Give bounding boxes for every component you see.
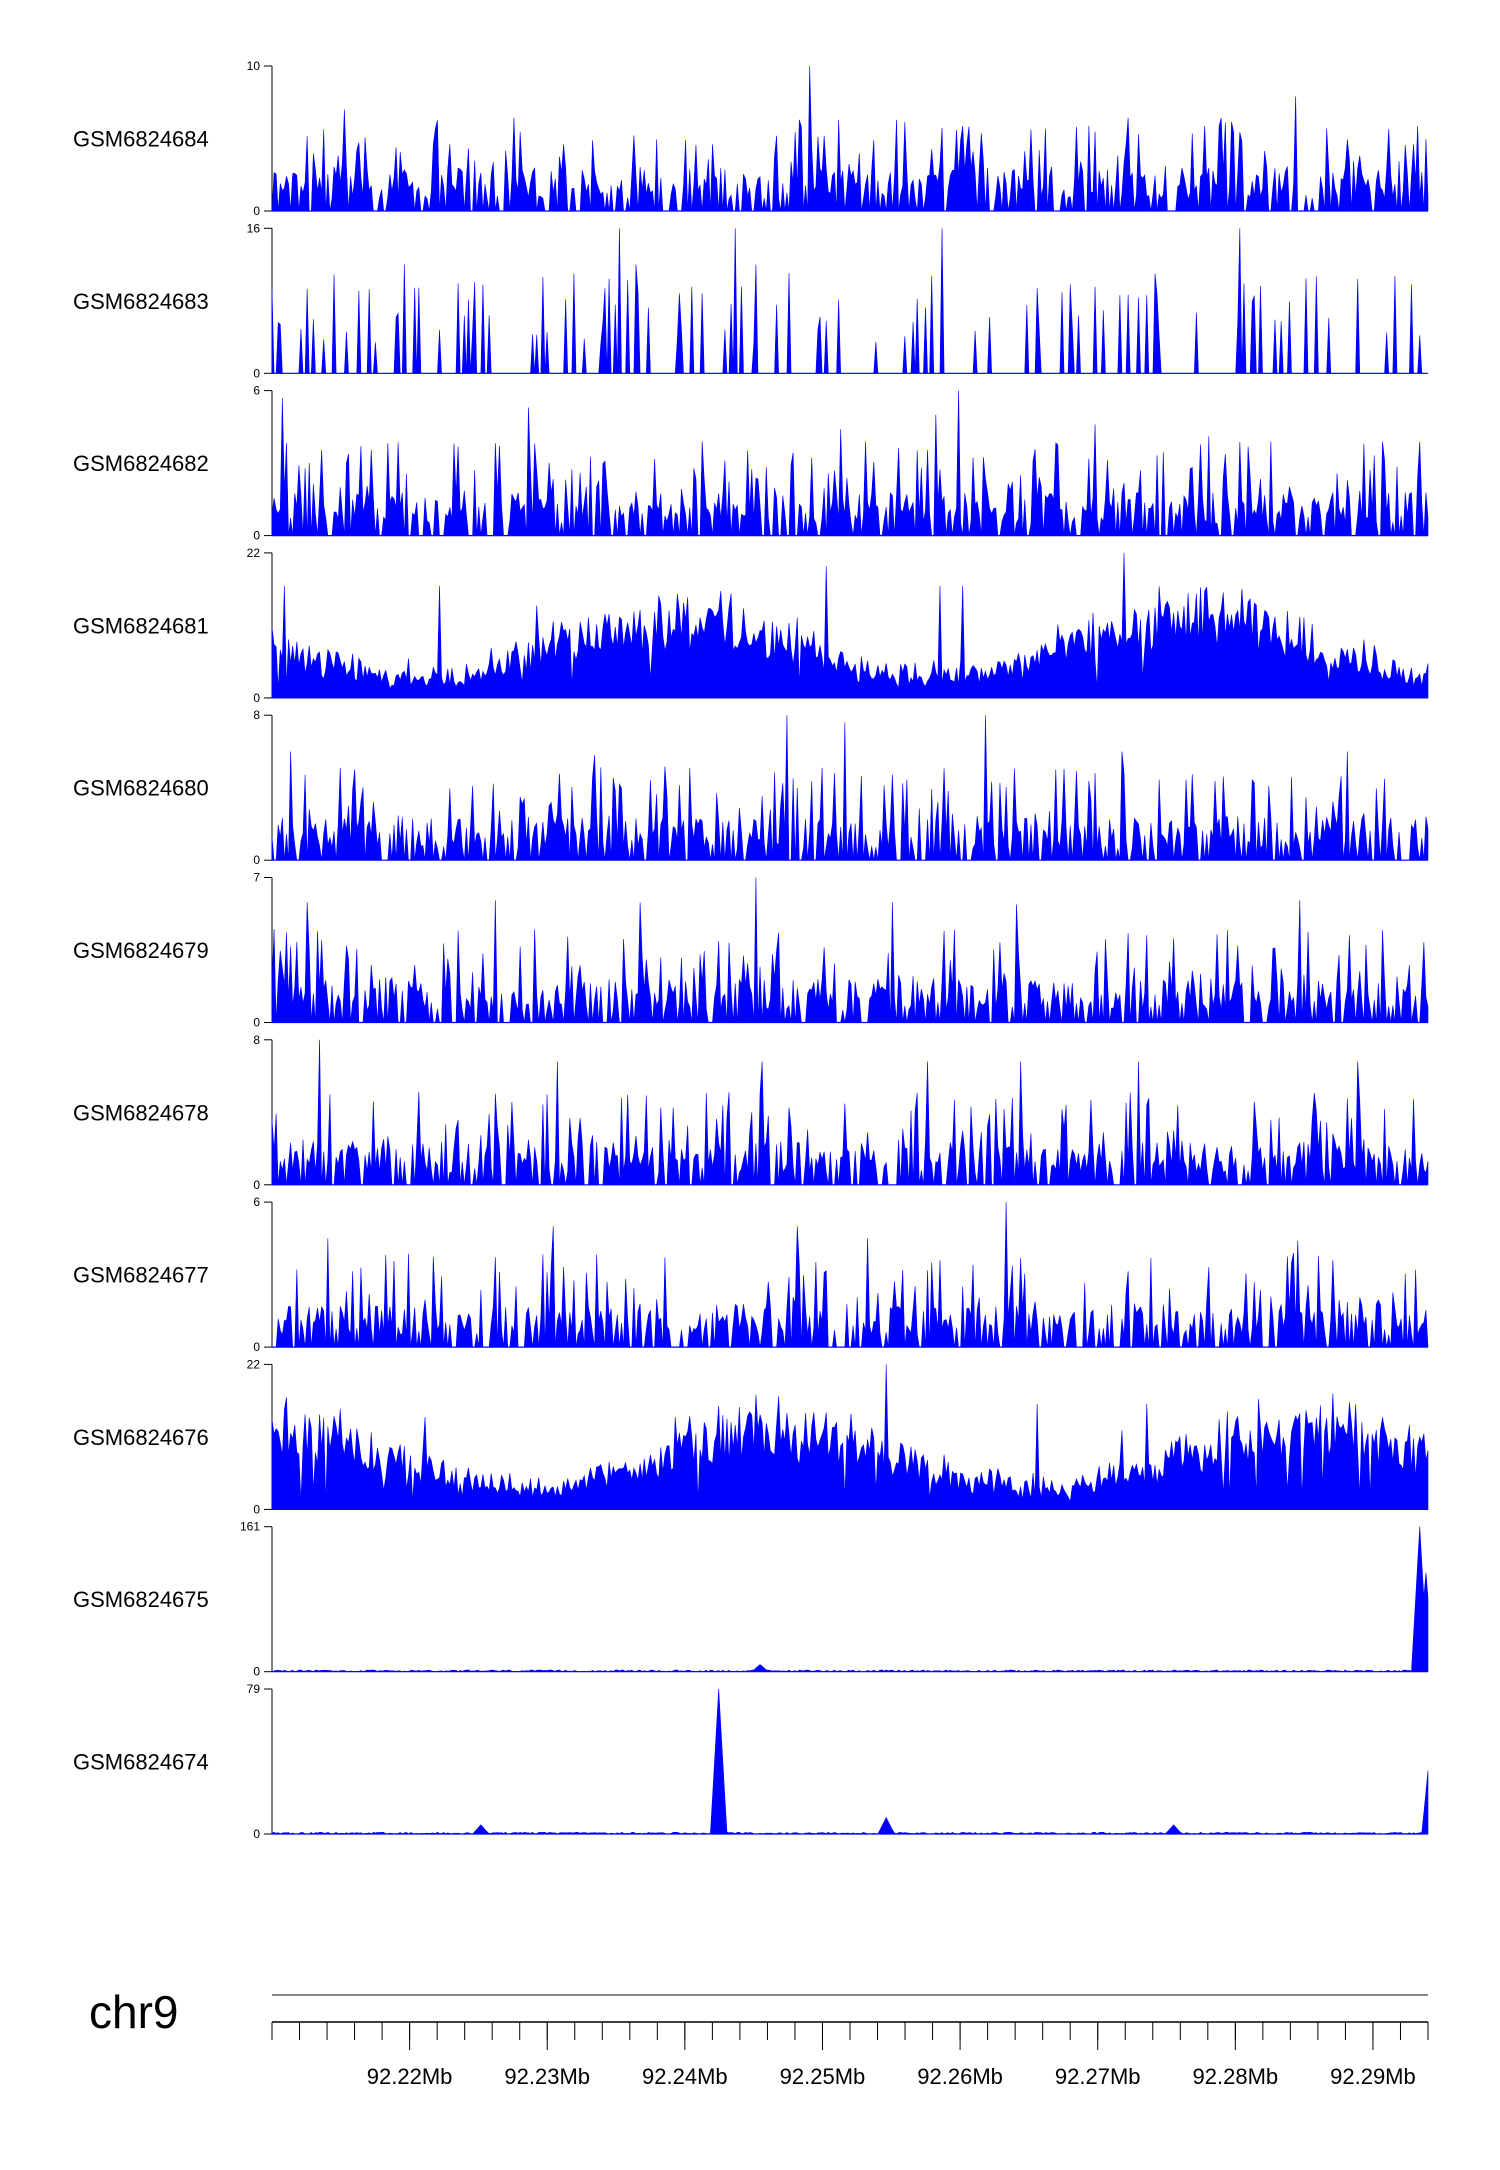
signal-area [271, 228, 1428, 374]
genome-axis-tick-label: 92.22Mb [367, 2064, 453, 2089]
y-axis-max-label: 10 [247, 59, 261, 73]
y-axis-min-label: 0 [253, 1016, 260, 1030]
track-label: GSM6824683 [73, 289, 209, 314]
signal-area [271, 1364, 1429, 1510]
y-axis-min-label: 0 [253, 1827, 260, 1841]
y-axis-min-label: 0 [253, 204, 260, 218]
y-axis-max-label: 22 [247, 546, 261, 560]
y-axis-min-label: 0 [253, 1178, 260, 1192]
signal-area [271, 1039, 1429, 1186]
y-axis-max-label: 7 [253, 871, 260, 885]
track-GSM6824684: GSM6824684 10 0 [73, 59, 1429, 218]
y-axis-min-label: 0 [253, 1502, 260, 1516]
track-label: GSM6824676 [73, 1425, 209, 1450]
signal-area [271, 65, 1429, 212]
y-axis-max-label: 161 [240, 1520, 260, 1534]
track-label: GSM6824674 [73, 1750, 209, 1775]
track-label: GSM6824679 [73, 938, 209, 963]
signal-area [272, 1202, 1429, 1348]
y-axis-max-label: 22 [247, 1357, 261, 1371]
track-GSM6824681: GSM6824681 22 0 [73, 546, 1429, 705]
genome-axis-tick-label: 92.26Mb [917, 2064, 1003, 2089]
chromosome-label: chr9 [89, 1986, 178, 2038]
track-GSM6824678: GSM6824678 8 0 [73, 1033, 1429, 1192]
genome-axis-tick-label: 92.29Mb [1330, 2064, 1416, 2089]
track-label: GSM6824678 [73, 1100, 209, 1125]
track-label: GSM6824680 [73, 776, 209, 801]
track-label: GSM6824675 [73, 1587, 209, 1612]
signal-area [271, 715, 1429, 861]
y-axis-max-label: 16 [247, 221, 261, 235]
signal-area [271, 1688, 1429, 1835]
y-axis-max-label: 79 [247, 1682, 261, 1696]
y-axis-max-label: 6 [253, 384, 260, 398]
track-GSM6824680: GSM6824680 8 0 [73, 708, 1429, 867]
track-GSM6824675: GSM6824675 161 0 [73, 1520, 1429, 1679]
y-axis-max-label: 6 [253, 1195, 260, 1209]
track-GSM6824674: GSM6824674 79 0 [73, 1682, 1429, 1841]
track-GSM6824683: GSM6824683 16 0 [73, 221, 1428, 380]
track-GSM6824682: GSM6824682 6 0 [73, 384, 1429, 543]
track-label: GSM6824682 [73, 451, 209, 476]
genome-axis-tick-label: 92.24Mb [642, 2064, 728, 2089]
signal-area [271, 552, 1429, 699]
genome-axis-tick-label: 92.25Mb [780, 2064, 866, 2089]
track-label: GSM6824681 [73, 613, 209, 638]
y-axis-min-label: 0 [253, 366, 260, 380]
signal-area [271, 877, 1429, 1023]
y-axis-min-label: 0 [253, 1340, 260, 1354]
y-axis-max-label: 8 [253, 1033, 260, 1047]
y-axis-min-label: 0 [253, 691, 260, 705]
genome-axis-tick-label: 92.27Mb [1055, 2064, 1141, 2089]
genome-axis-tick-label: 92.28Mb [1193, 2064, 1279, 2089]
signal-area [271, 1526, 1429, 1673]
track-label: GSM6824684 [73, 127, 209, 152]
genome-axis-tick-label: 92.23Mb [504, 2064, 590, 2089]
y-axis-max-label: 8 [253, 708, 260, 722]
track-GSM6824679: GSM6824679 7 0 [73, 871, 1429, 1030]
track-GSM6824677: GSM6824677 6 0 [73, 1195, 1429, 1354]
y-axis-min-label: 0 [253, 853, 260, 867]
y-axis-min-label: 0 [253, 1665, 260, 1679]
track-GSM6824676: GSM6824676 22 0 [73, 1357, 1429, 1516]
y-axis-min-label: 0 [253, 529, 260, 543]
signal-area [271, 390, 1429, 536]
track-label: GSM6824677 [73, 1263, 209, 1288]
